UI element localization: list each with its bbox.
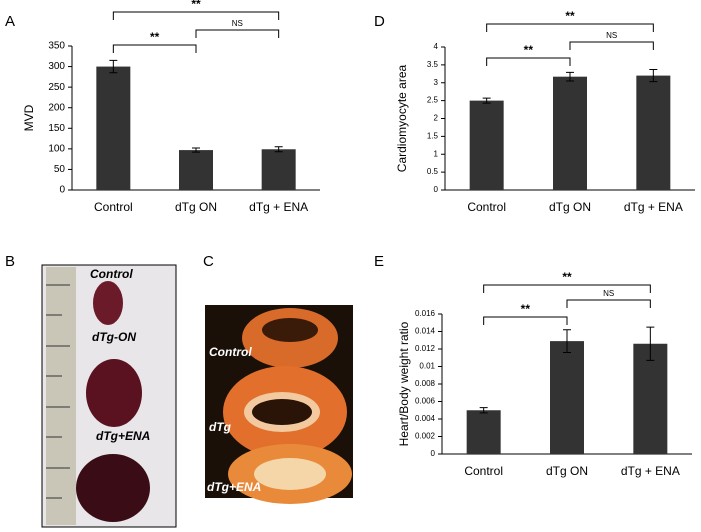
y-tick-label: 0.008: [415, 379, 436, 388]
y-tick-label: 0.004: [415, 414, 436, 423]
significance-label: **: [565, 9, 575, 23]
bar: [553, 76, 587, 190]
x-tick-label: dTg + ENA: [621, 464, 680, 478]
photo-label: dTg-ON: [92, 330, 136, 344]
significance-bracket: [112, 11, 280, 20]
y-tick-label: 0.014: [415, 327, 436, 336]
y-tick-label: 0.002: [415, 432, 436, 441]
y-tick-label: 0.012: [415, 344, 436, 353]
y-tick-label: 50: [54, 164, 66, 175]
y-tick-label: 3: [434, 78, 439, 87]
x-tick-label: dTg + ENA: [249, 200, 308, 214]
panel-label: E: [374, 253, 384, 270]
x-tick-label: Control: [94, 200, 133, 214]
panel-label: A: [5, 13, 15, 30]
y-axis-label: Heart/Body weight ratio: [397, 321, 411, 446]
error-bar: [563, 329, 571, 353]
error-bar: [646, 326, 655, 361]
x-tick-label: dTg ON: [549, 200, 591, 214]
error-bar: [192, 147, 200, 153]
bar: [179, 150, 213, 190]
photo-b: [41, 264, 177, 528]
significance-bracket: [112, 44, 197, 53]
significance-bracket: [483, 284, 651, 293]
significance-bracket: [195, 29, 280, 38]
y-tick-label: 4: [434, 42, 439, 51]
significance-bracket: [483, 316, 568, 325]
y-tick-label: 0.006: [415, 397, 436, 406]
bar: [636, 75, 671, 190]
y-tick-label: 100: [48, 143, 65, 154]
panel-label: B: [5, 253, 15, 270]
x-tick-label: Control: [467, 200, 506, 214]
bar: [550, 341, 584, 454]
y-tick-label: 200: [48, 102, 65, 113]
bar: [96, 66, 131, 190]
y-tick-label: 0: [431, 449, 436, 458]
x-tick-label: dTg ON: [546, 464, 588, 478]
significance-label: **: [562, 270, 572, 284]
panel-label: C: [203, 253, 214, 270]
photo-label: Control: [90, 267, 133, 281]
x-tick-label: dTg ON: [175, 200, 217, 214]
error-bar: [566, 71, 574, 82]
y-tick-label: 250: [48, 82, 65, 93]
significance-bracket: [566, 299, 651, 308]
bar: [261, 149, 296, 190]
photo-label: Control: [209, 345, 252, 359]
y-tick-label: 0.016: [415, 309, 436, 318]
significance-label: NS: [606, 31, 617, 40]
y-axis-label: MVD: [22, 104, 36, 131]
y-tick-label: 2.5: [427, 96, 439, 105]
significance-label: **: [150, 30, 160, 44]
error-bar: [649, 69, 658, 83]
y-tick-label: 0.5: [427, 167, 439, 176]
y-tick-label: 2: [434, 114, 439, 123]
x-tick-label: dTg + ENA: [624, 200, 683, 214]
bar: [469, 100, 504, 190]
x-tick-label: Control: [464, 464, 503, 478]
y-tick-label: 0.01: [419, 362, 435, 371]
y-tick-label: 350: [48, 41, 65, 52]
significance-label: **: [191, 0, 201, 11]
panel-label: D: [374, 13, 385, 30]
photo-label: dTg+ENA: [207, 480, 261, 494]
photo-label: dTg+ENA: [96, 429, 150, 443]
significance-label: NS: [232, 19, 243, 28]
significance-bracket: [486, 57, 571, 66]
y-tick-label: 300: [48, 61, 65, 72]
significance-bracket: [569, 41, 654, 50]
y-tick-label: 0: [434, 185, 439, 194]
bar: [633, 343, 668, 454]
y-tick-label: 0: [59, 185, 65, 196]
y-tick-label: 3.5: [427, 60, 439, 69]
error-bar: [274, 146, 283, 153]
y-tick-label: 150: [48, 123, 65, 134]
photo-label: dTg: [209, 420, 232, 434]
significance-label: NS: [603, 289, 614, 298]
significance-label: **: [521, 302, 531, 316]
photo-c: [205, 305, 353, 504]
y-axis-label: Cardiomyocyte area: [395, 64, 409, 172]
bar: [466, 410, 501, 454]
error-bar: [479, 407, 488, 414]
significance-label: **: [524, 43, 534, 57]
error-bar: [482, 97, 491, 104]
y-tick-label: 1: [434, 149, 439, 158]
error-bar: [109, 59, 118, 74]
y-tick-label: 1.5: [427, 131, 439, 140]
significance-bracket: [486, 23, 654, 32]
